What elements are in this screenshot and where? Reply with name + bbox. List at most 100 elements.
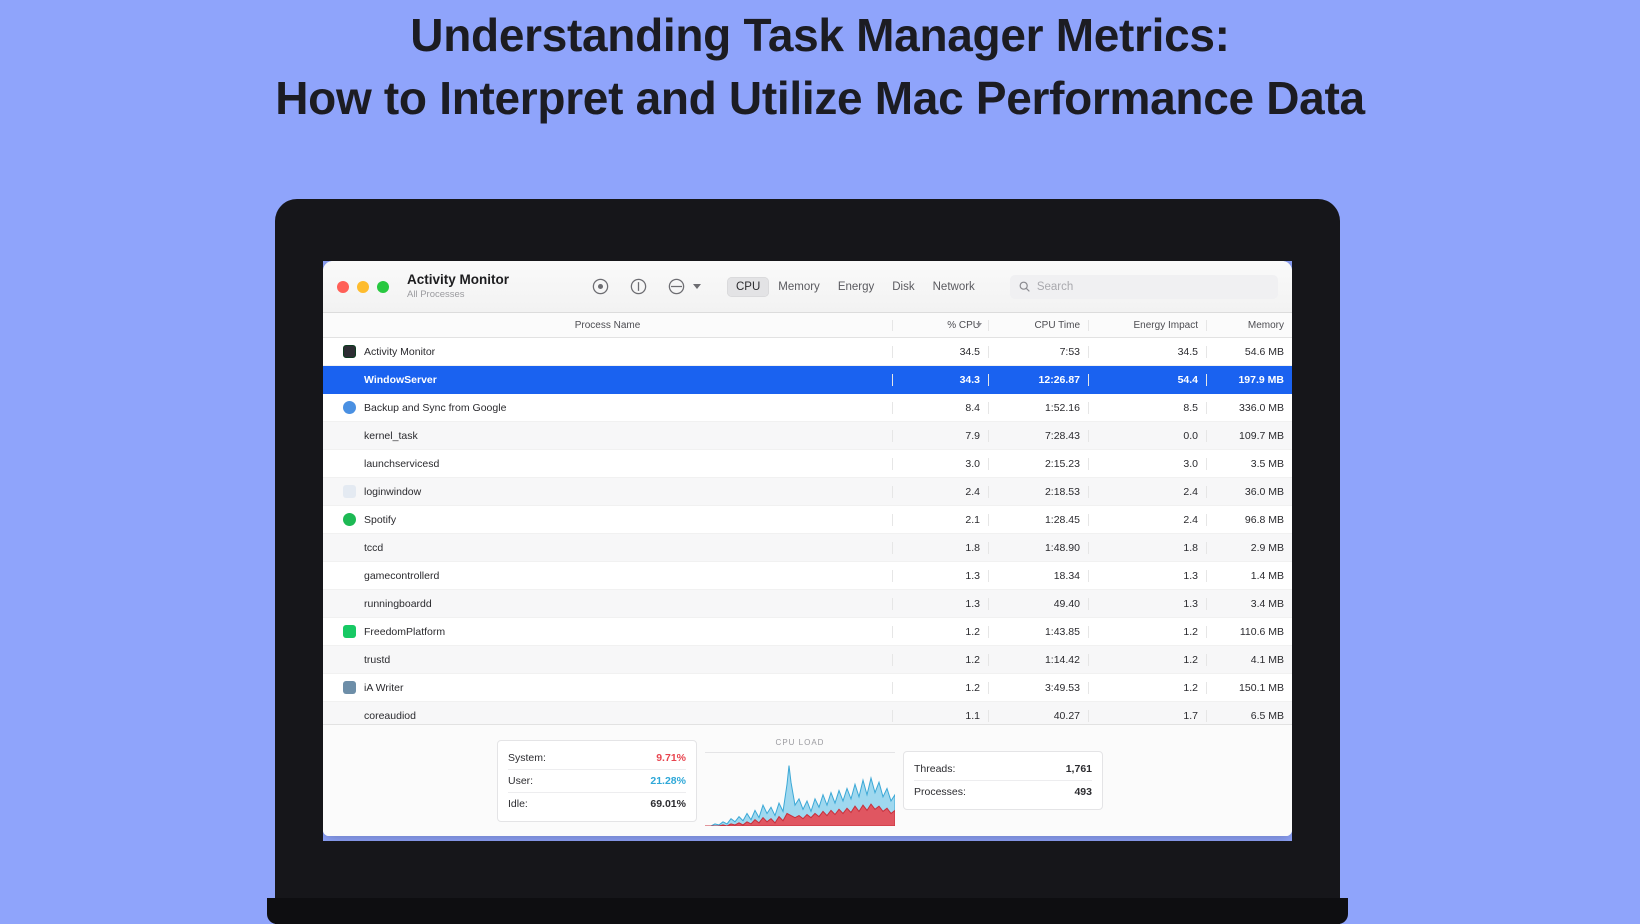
inspect-process-icon[interactable] xyxy=(629,277,648,296)
cell-energy-impact: 1.2 xyxy=(1088,681,1206,694)
tab-cpu[interactable]: CPU xyxy=(727,276,770,297)
table-row[interactable]: runningboardd 1.3 49.40 1.3 3.4 MB xyxy=(323,590,1292,618)
stat-label-idle: Idle: xyxy=(508,797,528,810)
stat-row-system: System: 9.71% xyxy=(508,747,686,770)
sample-process-icon[interactable] xyxy=(667,277,686,296)
laptop-mockup: Activity Monitor All Processes xyxy=(267,199,1348,924)
cell-energy-impact: 3.0 xyxy=(1088,457,1206,470)
cell-process-name: gamecontrollerd xyxy=(323,569,892,582)
cell-cpu-time: 1:48.90 xyxy=(988,541,1088,554)
stat-value-processes: 493 xyxy=(1074,786,1092,798)
table-row[interactable]: trustd 1.2 1:14.42 1.2 4.1 MB xyxy=(323,646,1292,674)
table-row[interactable]: gamecontrollerd 1.3 18.34 1.3 1.4 MB xyxy=(323,562,1292,590)
cell-cpu-percent: 1.8 xyxy=(892,541,988,554)
cell-cpu-percent: 3.0 xyxy=(892,457,988,470)
column-header-process-name[interactable]: Process Name xyxy=(574,319,641,331)
cell-cpu-time: 2:18.53 xyxy=(988,485,1088,498)
table-row[interactable]: kernel_task 7.9 7:28.43 0.0 109.7 MB xyxy=(323,422,1292,450)
laptop-screen: Activity Monitor All Processes xyxy=(323,261,1292,841)
cell-cpu-time: 40.27 xyxy=(988,709,1088,722)
search-input[interactable]: Search xyxy=(1009,274,1278,299)
cell-process-name: runningboardd xyxy=(323,597,892,610)
table-row[interactable]: loginwindow 2.4 2:18.53 2.4 36.0 MB xyxy=(323,478,1292,506)
window-title-block: Activity Monitor All Processes xyxy=(407,272,557,300)
process-name-label: iA Writer xyxy=(364,681,404,694)
cell-memory: 4.1 MB xyxy=(1206,653,1292,666)
zoom-button[interactable] xyxy=(377,280,389,293)
cell-memory: 336.0 MB xyxy=(1206,401,1292,414)
cell-process-name: coreaudiod xyxy=(323,709,892,722)
process-name-label: gamecontrollerd xyxy=(364,569,440,582)
table-row[interactable]: launchservicesd 3.0 2:15.23 3.0 3.5 MB xyxy=(323,450,1292,478)
process-name-label: runningboardd xyxy=(364,597,432,610)
table-row[interactable]: Backup and Sync from Google 8.4 1:52.16 8.5… xyxy=(323,394,1292,422)
cell-cpu-time: 1:43.85 xyxy=(988,625,1088,638)
tab-network[interactable]: Network xyxy=(932,280,975,293)
process-name-label: WindowServer xyxy=(364,373,437,386)
process-table-body[interactable]: Activity Monitor 34.5 7:53 34.5 54.6 MB Windo… xyxy=(323,338,1292,724)
table-row[interactable]: FreedomPlatform 1.2 1:43.85 1.2 110.6 MB xyxy=(323,618,1292,646)
table-row[interactable]: WindowServer 34.3 12:26.87 54.4 197.9 MB xyxy=(323,366,1292,394)
process-name-label: Backup and Sync from Google xyxy=(364,401,507,414)
cell-process-name: launchservicesd xyxy=(323,457,892,470)
cell-energy-impact: 1.2 xyxy=(1088,625,1206,638)
cell-memory: 36.0 MB xyxy=(1206,485,1292,498)
stat-label-system: System: xyxy=(508,751,546,764)
cell-process-name: Activity Monitor xyxy=(323,345,892,358)
laptop-base xyxy=(267,898,1348,924)
cell-cpu-percent: 1.1 xyxy=(892,709,988,722)
cell-cpu-percent: 1.2 xyxy=(892,653,988,666)
app-icon xyxy=(343,681,356,694)
process-name-label: launchservicesd xyxy=(364,457,440,470)
cell-cpu-percent: 8.4 xyxy=(892,401,988,414)
summary-footer: System: 9.71% User: 21.28% Idle: 69.01% xyxy=(323,724,1292,836)
column-header-cpu-percent[interactable]: % CPU xyxy=(892,319,988,331)
app-icon xyxy=(343,541,356,554)
cell-cpu-percent: 2.1 xyxy=(892,513,988,526)
cell-cpu-percent: 1.2 xyxy=(892,625,988,638)
cell-memory: 109.7 MB xyxy=(1206,429,1292,442)
laptop-body: Activity Monitor All Processes xyxy=(275,199,1340,924)
cell-energy-impact: 1.8 xyxy=(1088,541,1206,554)
search-placeholder: Search xyxy=(1036,280,1074,293)
cell-process-name: loginwindow xyxy=(323,485,892,498)
cell-memory: 1.4 MB xyxy=(1206,569,1292,582)
stop-process-icon[interactable] xyxy=(591,277,610,296)
table-row[interactable]: iA Writer 1.2 3:49.53 1.2 150.1 MB xyxy=(323,674,1292,702)
table-row[interactable]: coreaudiod 1.1 40.27 1.7 6.5 MB xyxy=(323,702,1292,724)
stat-value-user: 21.28% xyxy=(650,774,686,787)
cell-cpu-percent: 1.3 xyxy=(892,569,988,582)
cell-process-name: iA Writer xyxy=(323,681,892,694)
tab-energy[interactable]: Energy xyxy=(837,280,875,293)
column-header-cpu-time[interactable]: CPU Time xyxy=(988,319,1088,331)
app-icon xyxy=(343,513,356,526)
stat-label-user: User: xyxy=(508,774,534,787)
column-header-memory[interactable]: Memory xyxy=(1206,319,1292,331)
stat-value-idle: 69.01% xyxy=(650,797,686,810)
cell-energy-impact: 1.2 xyxy=(1088,653,1206,666)
close-button[interactable] xyxy=(337,280,349,293)
app-icon xyxy=(343,597,356,610)
cell-cpu-percent: 34.5 xyxy=(892,345,988,358)
cell-memory: 150.1 MB xyxy=(1206,681,1292,694)
process-counts-panel: Threads: 1,761 Processes: 493 xyxy=(903,751,1103,810)
table-row[interactable]: tccd 1.8 1:48.90 1.8 2.9 MB xyxy=(323,534,1292,562)
app-icon xyxy=(343,429,356,442)
chevron-down-icon[interactable] xyxy=(693,284,701,289)
cell-energy-impact: 1.3 xyxy=(1088,597,1206,610)
column-header-energy-impact[interactable]: Energy Impact xyxy=(1088,319,1206,331)
table-row[interactable]: Activity Monitor 34.5 7:53 34.5 54.6 MB xyxy=(323,338,1292,366)
cell-memory: 197.9 MB xyxy=(1206,373,1292,386)
tab-disk[interactable]: Disk xyxy=(892,280,915,293)
tab-memory[interactable]: Memory xyxy=(778,280,820,293)
process-name-label: Spotify xyxy=(364,513,397,526)
app-icon xyxy=(343,401,356,414)
activity-monitor-window: Activity Monitor All Processes xyxy=(323,261,1292,836)
cell-energy-impact: 1.3 xyxy=(1088,569,1206,582)
minimize-button[interactable] xyxy=(357,280,369,293)
page-title-line-2: How to Interpret and Utilize Mac Perform… xyxy=(275,72,1365,125)
page-title: Understanding Task Manager Metrics: How … xyxy=(0,0,1640,131)
toolbar-icon-group xyxy=(591,277,701,296)
table-row[interactable]: Spotify 2.1 1:28.45 2.4 96.8 MB xyxy=(323,506,1292,534)
cell-cpu-percent: 34.3 xyxy=(892,373,988,386)
